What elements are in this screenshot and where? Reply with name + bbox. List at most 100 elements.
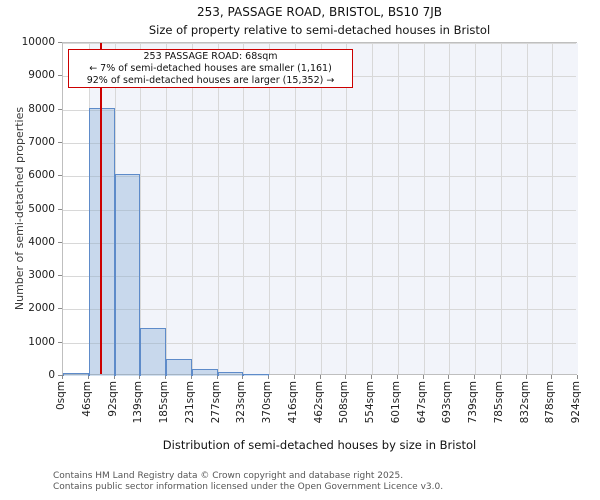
gridline-vertical (166, 43, 167, 374)
gridline-vertical (320, 43, 322, 374)
x-tick-mark (293, 375, 295, 379)
footer-line-1: Contains HM Land Registry data © Crown c… (53, 471, 404, 481)
x-tick-mark (165, 375, 166, 379)
x-tick-label: 139sqm (132, 381, 145, 424)
x-tick-mark (216, 375, 218, 379)
y-tick-mark (58, 241, 62, 243)
gridline-vertical (269, 43, 270, 374)
gridline-vertical (475, 43, 476, 374)
x-tick-label: 185sqm (158, 381, 170, 424)
x-tick-mark (474, 375, 475, 379)
x-tick-label: 693sqm (441, 381, 454, 424)
y-tick-label: 8000 (28, 102, 55, 115)
x-tick-mark (371, 375, 372, 379)
gridline-vertical (372, 43, 373, 374)
y-tick-mark (58, 308, 62, 310)
histogram-bar (166, 359, 192, 376)
chart-title: 253, PASSAGE ROAD, BRISTOL, BS10 7JB (197, 5, 442, 19)
histogram-bar (243, 374, 269, 376)
y-tick-mark (58, 375, 62, 376)
annotation-line-3: 92% of semi-detached houses are larger (… (86, 75, 335, 86)
x-tick-label: 647sqm (415, 381, 428, 424)
annotation-line-1: 253 PASSAGE ROAD: 68sqm (143, 51, 278, 62)
histogram-bar (63, 372, 89, 376)
x-tick-label: 924sqm (570, 381, 582, 424)
gridline-horizontal (63, 109, 576, 111)
attribution-footer: Contains HM Land Registry data © Crown c… (53, 471, 443, 492)
x-tick-label: 231sqm (183, 381, 196, 424)
y-tick-label: 5000 (28, 202, 55, 215)
gridline-vertical (191, 43, 193, 374)
gridline-vertical (423, 43, 425, 374)
chart-subtitle: Size of property relative to semi-detach… (148, 23, 491, 37)
y-axis-label-text: Number of semi-detached properties (13, 106, 26, 311)
property-size-marker-line (100, 43, 102, 374)
y-tick-mark (58, 108, 62, 110)
gridline-vertical (449, 43, 451, 374)
y-tick-label: 2000 (28, 302, 55, 315)
y-tick-mark (58, 141, 62, 143)
x-tick-label: 601sqm (389, 381, 402, 424)
y-tick-mark (58, 75, 62, 77)
gridline-horizontal (63, 43, 576, 44)
y-tick-label: 4000 (28, 235, 55, 248)
shaded-band (88, 43, 578, 374)
gridline-horizontal (63, 142, 576, 144)
annotation-box: 253 PASSAGE ROAD: 68sqm ← 7% of semi-det… (68, 49, 353, 88)
x-tick-label: 785sqm (492, 381, 505, 424)
annotation-line-2: ← 7% of semi-detached houses are smaller… (89, 63, 332, 74)
x-tick-mark (242, 375, 244, 379)
y-tick-mark (58, 275, 62, 277)
x-axis-label: Distribution of semi-detached houses by … (162, 438, 477, 452)
x-tick-mark (499, 375, 501, 379)
histogram-bar (114, 173, 141, 376)
gridline-horizontal (63, 309, 576, 311)
gridline-vertical (294, 43, 296, 374)
histogram-bar (217, 372, 244, 376)
x-tick-mark (139, 375, 141, 379)
x-tick-label: 739sqm (467, 381, 479, 424)
histogram-bar (191, 369, 218, 376)
x-tick-mark (113, 375, 115, 379)
y-tick-label: 3000 (28, 269, 55, 282)
gridline-horizontal (63, 242, 576, 244)
histogram-bar (140, 327, 166, 376)
y-tick-label: 0 (48, 369, 55, 381)
x-tick-label: 878sqm (544, 381, 557, 424)
gridline-vertical (500, 43, 502, 374)
x-tick-mark (319, 375, 321, 379)
gridline-vertical (140, 43, 142, 374)
y-tick-mark (58, 175, 62, 177)
x-tick-label: 554sqm (364, 381, 376, 424)
gridline-vertical (526, 43, 528, 374)
x-tick-mark (396, 375, 398, 379)
y-tick-label: 7000 (28, 135, 55, 148)
y-tick-label: 6000 (28, 169, 55, 182)
gridline-vertical (397, 43, 399, 374)
x-tick-mark (525, 375, 527, 379)
x-tick-label: 92sqm (106, 381, 119, 417)
x-tick-mark (448, 375, 450, 379)
y-tick-label: 9000 (28, 69, 55, 82)
gridline-vertical (217, 43, 219, 374)
gridline-horizontal (63, 276, 576, 278)
x-tick-mark (551, 375, 553, 379)
gridline-horizontal (63, 342, 576, 344)
footer-line-2: Contains public sector information licen… (53, 481, 444, 492)
x-tick-mark (190, 375, 192, 379)
y-tick-mark (58, 208, 62, 210)
x-tick-mark (62, 375, 63, 379)
x-tick-label: 508sqm (338, 381, 351, 424)
gridline-horizontal (63, 176, 576, 178)
x-tick-mark (268, 375, 269, 379)
x-tick-mark (345, 375, 347, 379)
x-tick-label: 46sqm (80, 381, 93, 417)
y-axis-label: Number of semi-detached properties (12, 42, 28, 375)
x-tick-label: 370sqm (261, 381, 273, 424)
gridline-horizontal (63, 209, 576, 211)
x-tick-label: 323sqm (235, 381, 248, 424)
x-tick-label: 462sqm (312, 381, 325, 424)
y-tick-label: 10000 (21, 36, 55, 48)
x-tick-mark (87, 375, 89, 379)
